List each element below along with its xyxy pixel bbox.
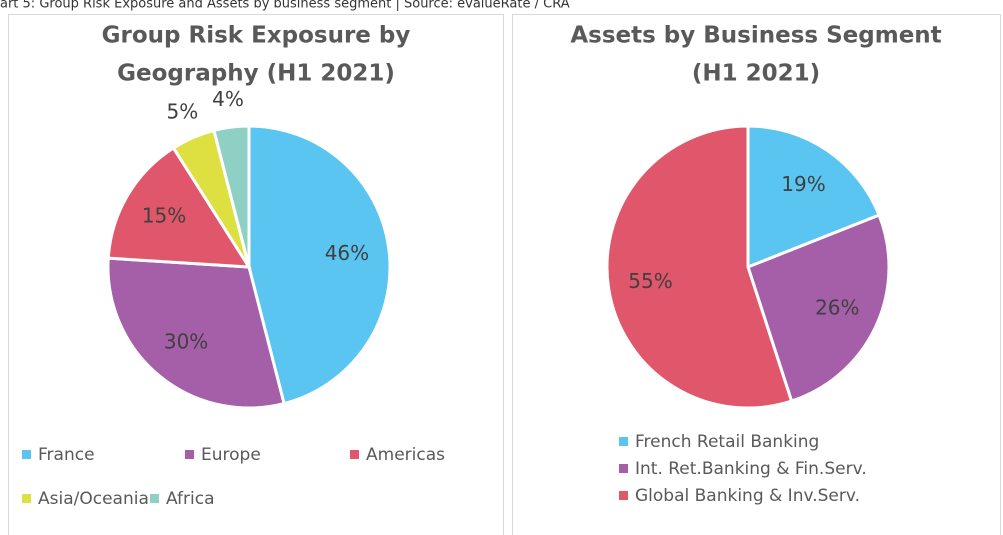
legend-marker [619, 491, 628, 500]
data-label: 4% [212, 87, 244, 111]
pie-slice [605, 124, 794, 410]
pie-slice [106, 145, 252, 269]
pie-slice [746, 213, 891, 403]
chart-title: (H1 2021) [692, 61, 820, 87]
data-label: 5% [166, 100, 198, 124]
legend-label: French Retail Banking [635, 432, 819, 452]
data-label: 15% [142, 203, 186, 227]
pie-slice [106, 256, 286, 410]
chart-title: Group Risk Exposure by [102, 23, 411, 49]
legend-label: France [38, 445, 95, 465]
legend-label: Europe [201, 445, 261, 465]
legend-label: Int. Ret.Banking & Fin.Serv. [635, 459, 867, 479]
data-label: 30% [164, 330, 208, 354]
legend-label: Americas [366, 445, 445, 465]
legend-label: Global Banking & Inv.Serv. [635, 486, 860, 506]
legend-marker [350, 450, 359, 459]
pie-slice [247, 124, 392, 406]
pie-slice [212, 124, 251, 268]
legend-marker [150, 494, 159, 503]
legend-marker [22, 494, 31, 503]
legend-marker [619, 437, 628, 446]
legend-label: Asia/Oceania [38, 489, 149, 509]
data-label: 19% [781, 172, 825, 196]
chart-title: Geography (H1 2021) [117, 61, 395, 87]
data-label: 55% [628, 269, 672, 293]
data-label: 26% [815, 296, 859, 320]
caption: art 5: Group Risk Exposure and Assets by… [0, 0, 570, 12]
legend-label: Africa [166, 489, 215, 509]
legend-marker [22, 450, 31, 459]
legend-marker [619, 464, 628, 473]
chart-title: Assets by Business Segment [570, 23, 941, 49]
pie-slice [746, 124, 882, 270]
legend-marker [185, 450, 194, 459]
data-label: 46% [325, 241, 369, 265]
